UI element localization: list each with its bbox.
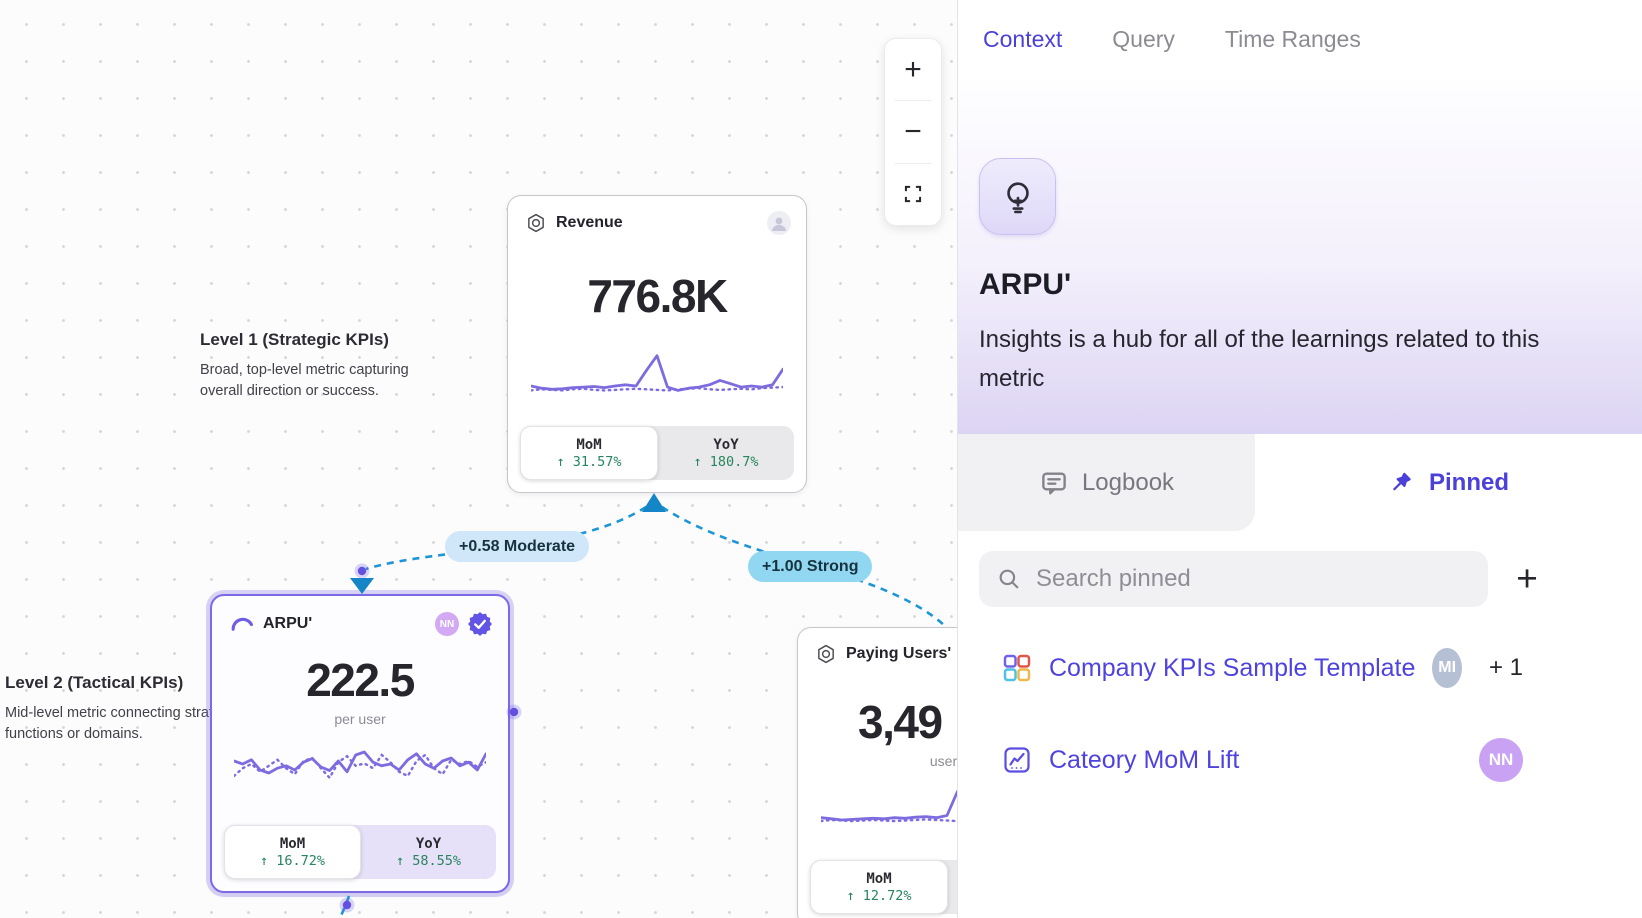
- hexagon-metric-icon: [815, 643, 837, 665]
- metric-description: Insights is a hub for all of the learnin…: [979, 326, 1540, 392]
- template-grid-icon: [1002, 653, 1032, 683]
- arrowhead-up: [642, 493, 666, 512]
- metric-value: 222.5: [306, 654, 415, 706]
- mom-segment[interactable]: MoM ↑ 12.72%: [810, 860, 948, 914]
- metric-tree-canvas[interactable]: Level 1 (Strategic KPIs) Broad, top-leve…: [0, 0, 957, 918]
- yoy-label: YoY: [713, 436, 739, 453]
- mom-value: ↑ 12.72%: [846, 887, 912, 904]
- mom-label: MoM: [866, 870, 892, 887]
- yoy-value: ↑ 180.7%: [693, 453, 759, 470]
- level-1-annotation: Level 1 (Strategic KPIs) Broad, top-leve…: [200, 330, 432, 402]
- lightbulb-icon: [997, 176, 1039, 218]
- tab-pinned[interactable]: Pinned: [1255, 434, 1642, 531]
- fit-view-button[interactable]: [885, 164, 941, 225]
- search-icon: [996, 566, 1022, 592]
- level-1-title: Level 1 (Strategic KPIs): [200, 330, 389, 349]
- yoy-segment[interactable]: YoY ↑ 180.7%: [658, 426, 794, 480]
- yoy-segment[interactable]: [948, 860, 957, 914]
- metric-card-revenue[interactable]: Revenue 776.8K MoM ↑ 31.57%: [507, 195, 807, 493]
- mom-yoy-toggle: MoM ↑ 12.72%: [810, 860, 957, 914]
- edge-label-moderate: +0.58 Moderate: [445, 531, 590, 562]
- arrowhead-down: [350, 578, 374, 594]
- pinned-item-cateory-mom-lift[interactable]: Cateory MoM Lift NN: [1002, 734, 1523, 786]
- hexagon-metric-icon: [525, 212, 547, 234]
- mom-yoy-toggle: MoM ↑ 16.72% YoY ↑ 58.55%: [224, 825, 496, 879]
- sparkline-chart: [531, 354, 783, 392]
- mom-value: ↑ 31.57%: [556, 453, 622, 470]
- owner-avatar: NN: [435, 612, 459, 636]
- search-box[interactable]: [979, 551, 1488, 607]
- level-1-description: Broad, top-level metric capturing overal…: [200, 362, 409, 399]
- zoom-out-button[interactable]: −: [885, 101, 941, 162]
- avatar: MI: [1432, 648, 1462, 688]
- mom-label: MoM: [576, 436, 602, 453]
- pinned-item-label: Cateory MoM Lift: [1049, 745, 1240, 774]
- chart-icon: [1002, 745, 1032, 775]
- mom-segment[interactable]: MoM ↑ 31.57%: [520, 426, 658, 480]
- tab-context[interactable]: Context: [979, 20, 1066, 98]
- insight-icon-tile: [979, 158, 1056, 235]
- panel-tab-bar: Context Query Time Ranges: [958, 0, 1642, 98]
- owner-avatar: [767, 211, 791, 235]
- zoom-in-button[interactable]: +: [885, 39, 941, 100]
- comment-icon: [1039, 468, 1069, 498]
- context-side-panel: Context Query Time Ranges ARPU' Insights…: [957, 0, 1642, 918]
- pinned-search-row: +: [979, 551, 1546, 607]
- yoy-segment[interactable]: YoY ↑ 58.55%: [361, 825, 496, 879]
- tab-time-ranges[interactable]: Time Ranges: [1224, 26, 1361, 52]
- pinned-label: Pinned: [1428, 468, 1509, 496]
- plus-icon: +: [904, 52, 922, 86]
- tab-logbook[interactable]: Logbook: [958, 434, 1255, 531]
- fullscreen-icon: [903, 184, 923, 204]
- divider: [895, 100, 931, 102]
- yoy-value: ↑ 58.55%: [395, 852, 462, 869]
- pinned-list: Company KPIs Sample Template MI + 1 Cate…: [1002, 642, 1523, 826]
- level-2-annotation: Level 2 (Tactical KPIs) Mid-level metric…: [5, 673, 257, 745]
- pin-icon: [1389, 469, 1416, 496]
- mom-segment[interactable]: MoM ↑ 16.72%: [224, 825, 361, 879]
- verified-badge-icon: [467, 611, 493, 637]
- metric-value: 3,49: [858, 696, 943, 748]
- add-pinned-button[interactable]: +: [1508, 560, 1546, 598]
- yoy-label: YoY: [415, 835, 442, 852]
- metric-value: 776.8K: [587, 270, 728, 322]
- connection-handle-top: [354, 563, 370, 579]
- level-2-description: Mid-level metric connecting strategy to …: [5, 705, 253, 742]
- search-input[interactable]: [1036, 565, 1471, 593]
- metric-unit: users: [929, 753, 957, 769]
- avatar: NN: [1479, 738, 1523, 782]
- sparkline-chart: [234, 750, 486, 780]
- card-title: Paying Users': [846, 645, 952, 662]
- minus-icon: −: [904, 114, 922, 148]
- metric-card-paying-users[interactable]: Paying Users' 3,49 users MoM ↑ 12.72%: [797, 627, 957, 918]
- divider: [895, 162, 931, 164]
- extra-collaborators-count: + 1: [1488, 654, 1523, 681]
- plus-icon: +: [1516, 558, 1538, 599]
- connection-handle-bottom: [339, 897, 355, 913]
- canvas-zoom-toolbar: + −: [884, 38, 942, 226]
- tab-query[interactable]: Query: [1112, 26, 1175, 52]
- card-title: ARPU': [263, 615, 313, 632]
- mom-label: MoM: [279, 835, 306, 852]
- metric-card-arpu[interactable]: ARPU' NN 222.5 per user: [210, 594, 510, 893]
- mom-yoy-toggle: MoM ↑ 31.57% YoY ↑ 180.7%: [520, 426, 794, 480]
- metric-context-hero: ARPU' Insights is a hub for all of the l…: [958, 80, 1642, 434]
- metric-unit: per user: [334, 711, 386, 727]
- logbook-pinned-tabs: Logbook Pinned: [958, 434, 1642, 531]
- level-2-title: Level 2 (Tactical KPIs): [5, 673, 184, 692]
- sparkline-chart: [821, 790, 957, 823]
- pinned-item-label: Company KPIs Sample Template: [1049, 653, 1416, 682]
- arc-metric-icon: [229, 612, 254, 637]
- metric-name-heading: ARPU': [979, 268, 1072, 301]
- pinned-item-company-kpis[interactable]: Company KPIs Sample Template MI + 1: [1002, 642, 1523, 694]
- mom-value: ↑ 16.72%: [259, 852, 326, 869]
- edge-label-strong: +1.00 Strong: [748, 551, 873, 582]
- card-title: Revenue: [556, 214, 623, 231]
- logbook-label: Logbook: [1081, 468, 1175, 496]
